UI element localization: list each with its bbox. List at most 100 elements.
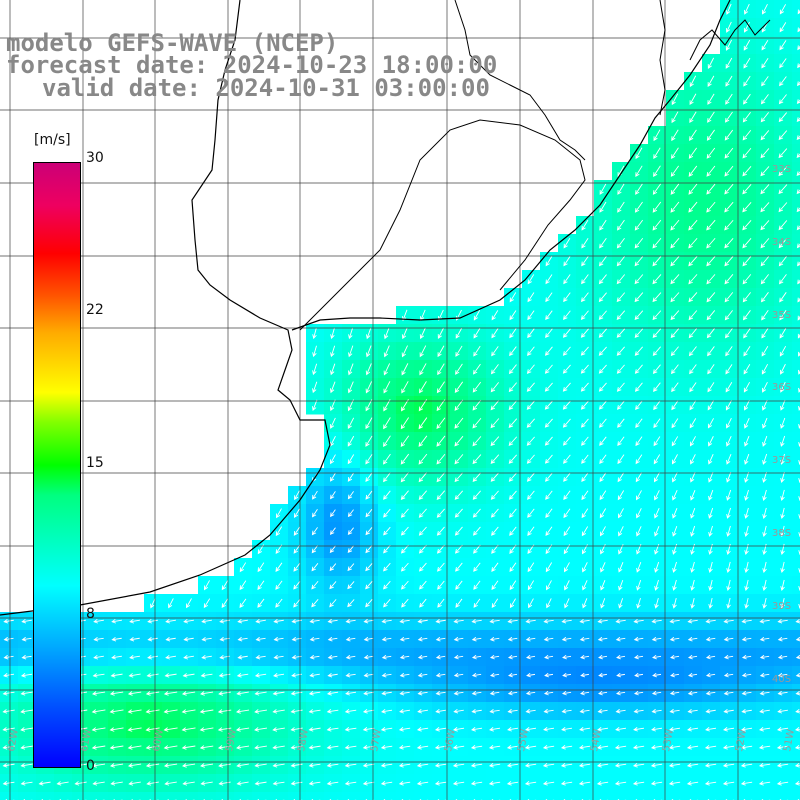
wind-arrow (759, 690, 770, 696)
wind-arrow (686, 781, 699, 786)
wind-arrow (345, 636, 356, 642)
wind-arrow (670, 672, 680, 678)
wind-arrow (744, 579, 749, 591)
wind-arrow (671, 400, 679, 411)
wind-arrow (726, 471, 732, 483)
wind-arrow (401, 580, 409, 590)
wind-arrow (383, 490, 391, 500)
wind-arrow (544, 364, 553, 374)
wind-arrow (255, 654, 266, 660)
wind-arrow (779, 310, 787, 321)
wind-arrow (761, 310, 769, 321)
wind-arrow (345, 690, 357, 696)
wind-arrow (544, 672, 554, 678)
wind-arrow (436, 381, 445, 394)
wind-arrow (671, 129, 679, 142)
wind-arrow (347, 435, 355, 447)
wind-arrow (327, 636, 338, 642)
lon-label: 56W (443, 728, 458, 752)
wind-arrow (742, 184, 752, 195)
wind-arrow (507, 708, 518, 714)
wind-arrow (634, 382, 643, 392)
wind-arrow (743, 399, 750, 411)
wind-arrow (617, 418, 625, 428)
wind-arrow (762, 489, 767, 501)
wind-arrow (560, 745, 573, 750)
wind-arrow (326, 727, 339, 732)
wind-arrow (453, 727, 465, 732)
wind-arrow (399, 636, 410, 642)
wind-arrow (688, 201, 698, 213)
wind-arrow (455, 562, 463, 572)
wind-arrow (777, 618, 788, 624)
wind-arrows (2, 3, 800, 800)
wind-arrow (272, 763, 285, 768)
border-north (454, 0, 666, 161)
wind-arrow (21, 654, 32, 660)
wind-arrow (454, 399, 464, 411)
wind-arrow (689, 93, 697, 106)
wind-arrow (109, 727, 124, 732)
wind-arrow (761, 40, 769, 51)
wind-arrow (330, 363, 336, 376)
wind-arrow (669, 636, 680, 642)
wind-cell (792, 414, 800, 433)
wind-arrow (562, 418, 571, 428)
wind-arrow (221, 580, 229, 591)
wind-arrow (254, 727, 268, 732)
wind-arrow (20, 673, 33, 678)
wind-arrow (634, 237, 644, 249)
wind-cell (792, 432, 800, 451)
wind-arrow (707, 418, 714, 429)
wind-arrow (147, 654, 159, 660)
wind-cell (792, 288, 800, 307)
wind-arrow (239, 562, 247, 573)
wind-arrow (650, 781, 663, 786)
wind-arrow (383, 598, 391, 608)
wind-arrow (652, 292, 662, 303)
wind-arrow (618, 562, 624, 573)
wind-arrow (218, 781, 231, 786)
wind-arrow (236, 781, 249, 786)
wind-arrow (272, 691, 285, 696)
wind-arrow (365, 527, 373, 536)
wind-arrow (668, 763, 681, 768)
wind-arrow (109, 745, 124, 750)
wind-arrow (437, 562, 445, 572)
wind-arrow (741, 672, 752, 678)
colorbar-tick-15: 15 (86, 455, 104, 471)
wind-arrow (726, 597, 731, 609)
wind-arrow (580, 418, 589, 428)
wind-arrow (690, 489, 696, 501)
wind-arrow (290, 781, 303, 786)
wind-arrow (526, 472, 535, 482)
wind-arrow (780, 579, 785, 591)
wind-arrow (741, 654, 752, 660)
wind-arrow (760, 256, 770, 267)
wind-arrow (779, 274, 787, 285)
wind-arrow (744, 525, 749, 537)
wind-arrow (327, 672, 338, 678)
wind-arrow (724, 183, 734, 195)
lon-label: 57W (369, 728, 384, 752)
wind-arrow (437, 345, 445, 358)
wind-arrow (776, 745, 789, 750)
wind-arrow (651, 690, 662, 696)
wind-arrow (597, 618, 608, 624)
wind-arrow (780, 489, 785, 501)
wind-arrow (633, 708, 644, 714)
wind-arrow (724, 310, 733, 321)
wind-arrow (670, 183, 680, 195)
wind-arrow (726, 525, 731, 537)
wind-arrow (528, 598, 534, 609)
wind-cell (792, 180, 800, 199)
wind-arrow (218, 691, 231, 696)
wind-cell (792, 198, 800, 217)
wind-arrow (273, 636, 284, 642)
wind-arrow (797, 315, 800, 321)
wind-arrow (508, 364, 517, 375)
wind-arrow (668, 745, 681, 750)
wind-arrow (416, 727, 429, 732)
wind-arrow (652, 183, 661, 195)
wind-arrow (453, 654, 464, 660)
